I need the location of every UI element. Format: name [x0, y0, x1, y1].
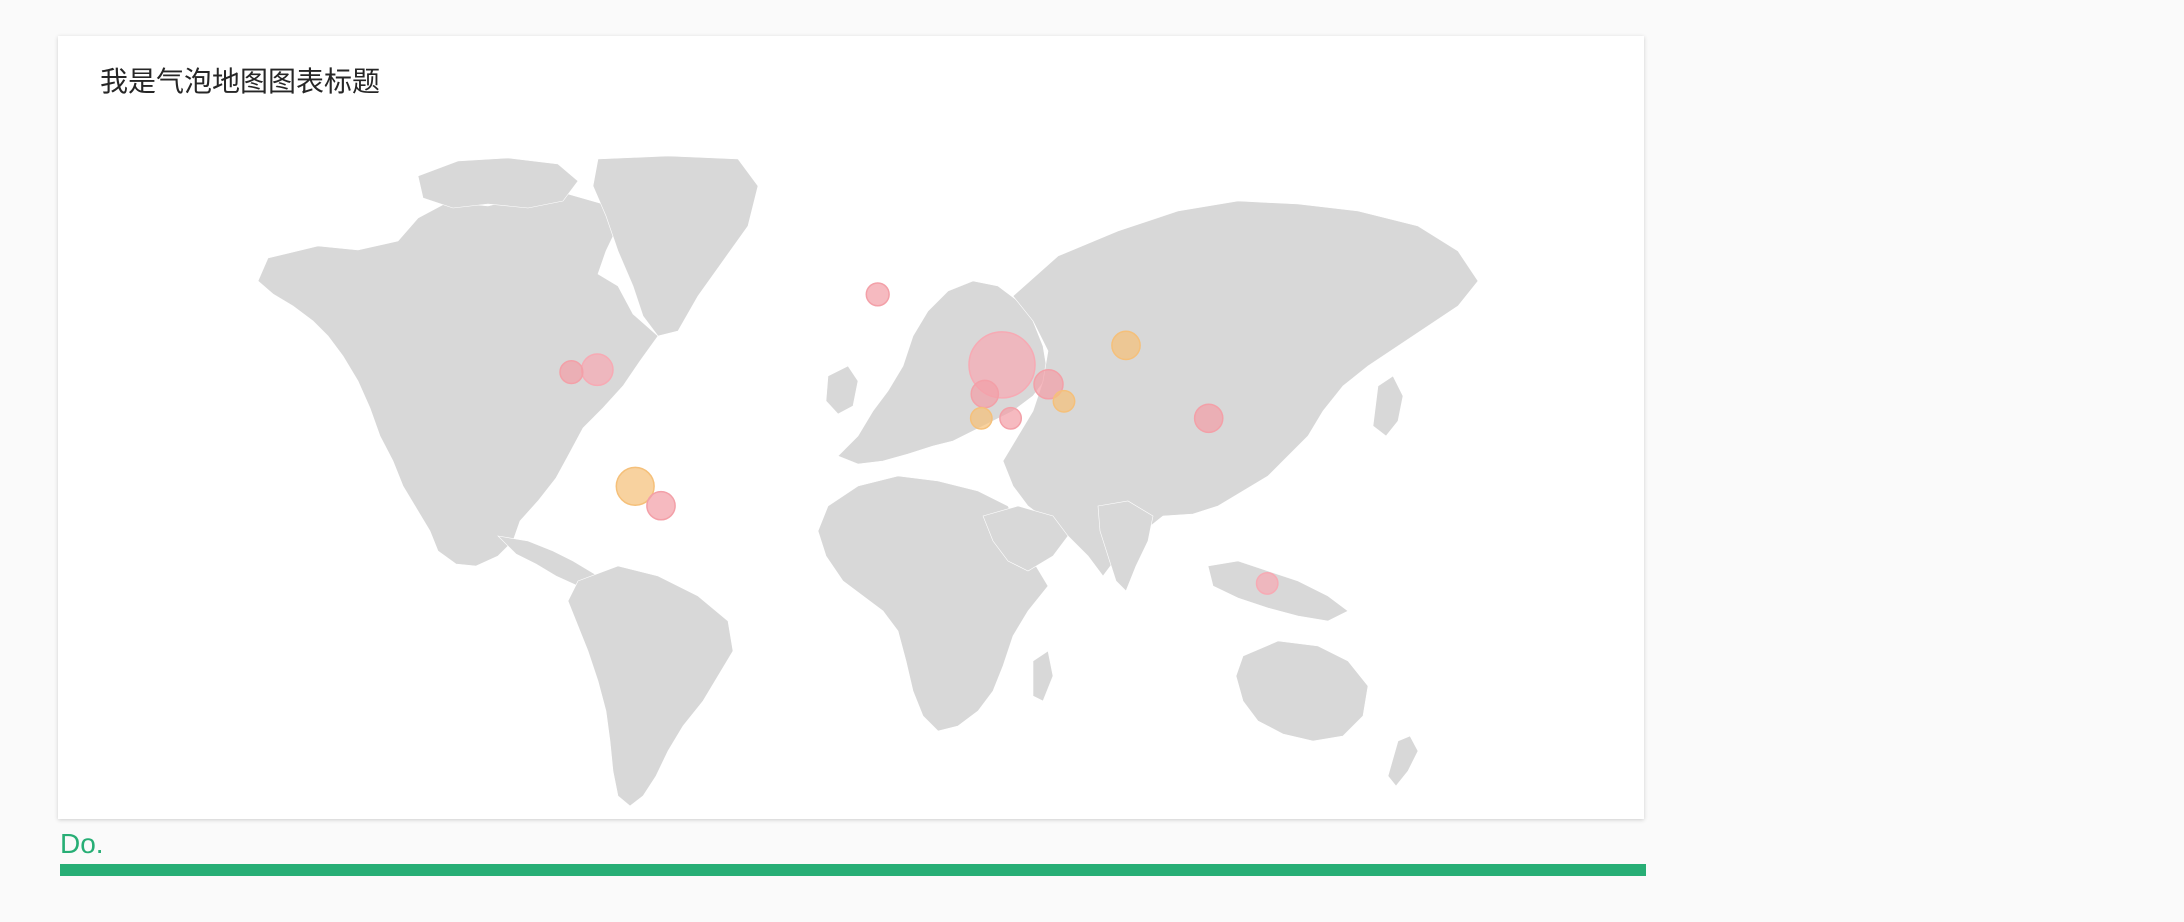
map-bubble-0[interactable] — [865, 282, 890, 307]
map-bubble-11[interactable] — [559, 359, 584, 385]
land-asia — [1002, 200, 1479, 577]
land-arabia — [982, 505, 1069, 572]
land-india — [1097, 500, 1154, 592]
land-layer — [257, 155, 1479, 807]
map-bubble-8[interactable] — [1193, 403, 1224, 434]
land-africa — [817, 475, 1049, 732]
land-japan — [1372, 375, 1404, 437]
land-british-isles — [825, 365, 859, 415]
bubble-map-card: 我是气泡地图图表标题 — [58, 36, 1644, 819]
map-bubble-4[interactable] — [1052, 389, 1076, 413]
status-progress-bar — [60, 864, 1646, 876]
land-southeast-asia — [1207, 560, 1349, 622]
land-australia — [1235, 640, 1369, 742]
land-arctic-islands — [417, 157, 579, 209]
map-bubble-10[interactable] — [580, 353, 614, 387]
land-new-zealand — [1387, 735, 1419, 787]
world-map — [257, 155, 1479, 807]
chart-title: 我是气泡地图图表标题 — [100, 65, 381, 98]
land-madagascar — [1032, 650, 1054, 702]
map-bubble-5[interactable] — [969, 406, 993, 430]
map-bubble-13[interactable] — [646, 490, 676, 521]
land-europe — [837, 280, 1049, 465]
map-bubble-3[interactable] — [970, 379, 1000, 409]
map-bubble-7[interactable] — [1111, 330, 1141, 361]
map-bubble-2[interactable] — [1033, 369, 1064, 400]
map-bubble-6[interactable] — [999, 406, 1023, 430]
status-label: Do. — [60, 828, 104, 859]
land-greenland — [592, 155, 759, 337]
map-bubble-12[interactable] — [615, 466, 655, 506]
map-bubble-9[interactable] — [1255, 571, 1279, 595]
land-south-america — [567, 565, 734, 807]
bubble-layer — [559, 282, 1279, 595]
